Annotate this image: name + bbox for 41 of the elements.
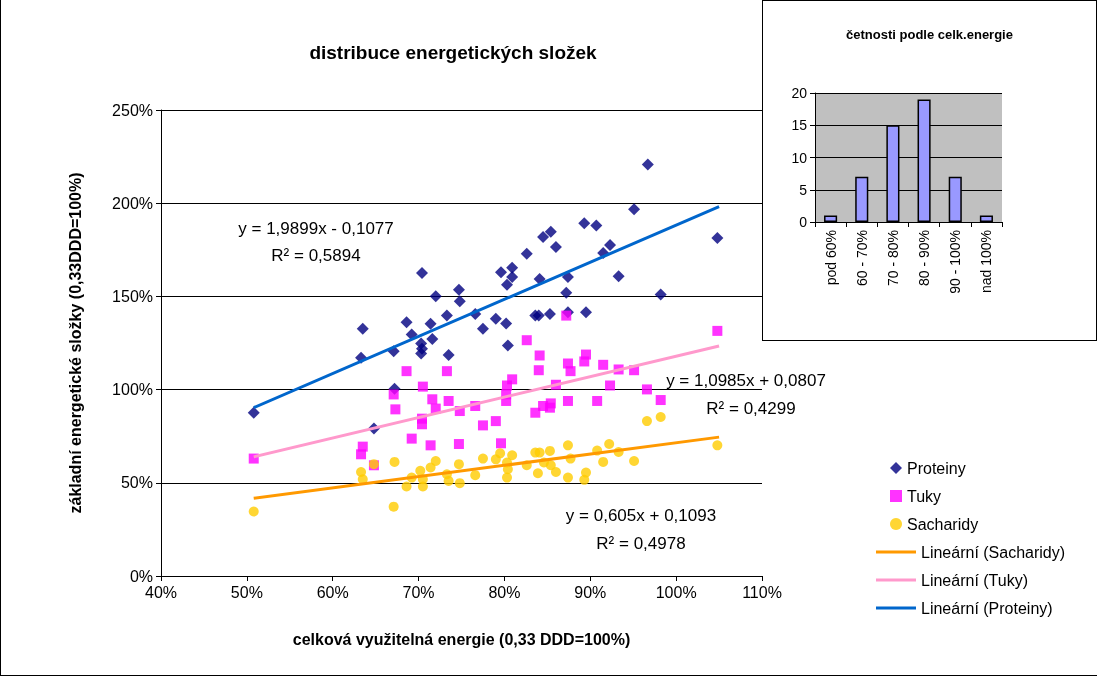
x-tick-label: nad 100% — [978, 230, 995, 294]
x-tick-label: 60 - 70% — [853, 230, 870, 287]
x-tick-label: 40% — [144, 583, 178, 601]
y-axis-title: základní energetické složky (0,33DDD=100%) — [66, 172, 84, 514]
x-tick-label: 60% — [316, 583, 349, 601]
x-tick-label: 50% — [230, 583, 263, 601]
x-tick-label: 90 - 100% — [947, 230, 964, 294]
x-tick-label: 110% — [742, 583, 782, 601]
legend-label: Tuky — [907, 487, 942, 505]
y-tick-label: 200% — [112, 194, 153, 212]
x-tick-label: 70 - 80% — [884, 230, 901, 287]
chart-title: četnosti podle celk.energie — [846, 27, 1013, 42]
chart-title: distribuce energetických složek — [309, 42, 598, 63]
legend-label: Lineární (Proteiny) — [921, 599, 1053, 617]
legend-label: Sacharidy — [907, 515, 979, 533]
annotation: R² = 0,5894 — [271, 245, 361, 265]
legend-label: Lineární (Tuky) — [921, 571, 1028, 589]
x-tick-label: 100% — [655, 583, 697, 601]
y-tick-label: 10 — [791, 149, 808, 166]
legend-label: Lineární (Sacharidy) — [921, 543, 1066, 561]
x-axis-title: celková využitelná energie (0,33 DDD=100%) — [292, 630, 631, 648]
y-tick-label: 20 — [791, 85, 808, 101]
y-tick-label: 150% — [112, 287, 153, 305]
x-tick-label: 80 - 90% — [916, 230, 933, 287]
annotation: R² = 0,4299 — [706, 398, 796, 418]
x-tick-label: 80% — [488, 583, 521, 601]
annotation: y = 0,605x + 0,1093 — [565, 505, 717, 525]
y-tick-label: 15 — [791, 117, 808, 134]
y-tick-label: 50% — [120, 474, 153, 492]
annotation: R² = 0,4978 — [596, 533, 686, 553]
legend-label: Proteiny — [907, 459, 966, 477]
y-tick-label: 0% — [129, 567, 153, 585]
annotation: y = 1,0985x + 0,0807 — [666, 370, 826, 390]
x-tick-label: pod 60% — [822, 230, 839, 286]
y-tick-label: 5 — [799, 181, 808, 198]
y-tick-label: 250% — [112, 101, 153, 119]
y-tick-label: 0 — [799, 214, 808, 230]
y-tick-label: 100% — [112, 381, 153, 399]
annotation: y = 1,9899x - 0,1077 — [238, 218, 394, 238]
x-tick-label: 70% — [402, 583, 435, 601]
x-tick-label: 90% — [574, 583, 607, 601]
